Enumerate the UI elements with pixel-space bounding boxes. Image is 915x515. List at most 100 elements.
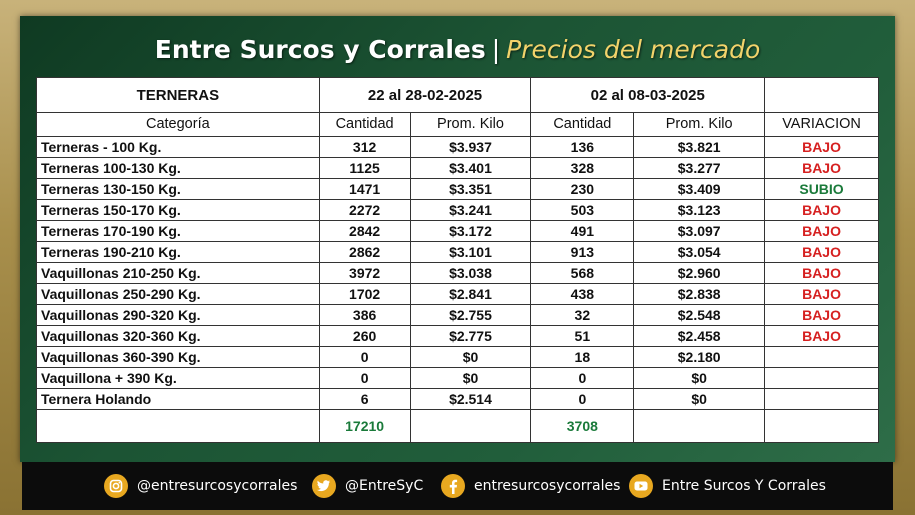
quantity-2-cell: 51 [530,325,635,347]
table-row: Vaquillonas 320-360 Kg. 260 $2.775 51 $2.458… [36,325,879,347]
social-twitter[interactable]: @EntreSyC [312,474,423,498]
table-row: Terneras 130-150 Kg. 1471 $3.351 230 $3.409 S… [36,178,879,200]
facebook-icon [441,474,465,498]
price-2-cell: $3.277 [633,157,766,179]
quantity-2-cell: 568 [530,262,635,284]
variation-cell [764,388,879,410]
period-2-header: 02 al 08-03-2025 [530,77,766,113]
totals-row: 17210 3708 [36,409,879,443]
price-1-cell: $3.172 [409,220,532,242]
price-table: TERNERAS 22 al 28-02-2025 02 al 08-03-20… [36,77,879,443]
title-main: Entre Surcos y Corrales [154,35,486,64]
quantity-2-cell: 230 [530,178,635,200]
quantity-1-cell: 386 [318,304,411,326]
col-header-price-2: Prom. Kilo [633,112,766,137]
price-1-cell: $0 [409,346,532,368]
price-2-cell: $3.821 [633,136,766,158]
quantity-2-cell: 491 [530,220,635,242]
variation-cell: SUBIO [764,178,879,200]
table-row: Vaquillona + 390 Kg. 0 $0 0 $0 [36,367,879,389]
empty-header-cell [764,77,879,113]
social-label: @EntreSyC [345,478,424,494]
price-1-cell: $2.755 [409,304,532,326]
social-facebook[interactable]: entresurcosycorrales [441,474,620,498]
quantity-1-cell: 1702 [318,283,411,305]
variation-cell: BAJO [764,157,879,179]
totals-empty-cell [633,409,766,443]
table-row: Vaquillonas 290-320 Kg. 386 $2.755 32 $2.548… [36,304,879,326]
price-2-cell: $2.960 [633,262,766,284]
social-youtube[interactable]: Entre Surcos Y Corrales [629,474,826,498]
category-cell: Vaquillonas 360-390 Kg. [36,346,320,368]
variation-cell [764,346,879,368]
quantity-2-cell: 0 [530,367,635,389]
totals-label-cell [36,409,320,443]
table-row: Vaquillonas 360-390 Kg. 0 $0 18 $2.180 [36,346,879,368]
price-2-cell: $2.838 [633,283,766,305]
table-row: Terneras 170-190 Kg. 2842 $3.172 491 $3.097 B… [36,220,879,242]
instagram-icon [104,474,128,498]
totals-empty-cell [409,409,532,443]
variation-cell: BAJO [764,136,879,158]
price-1-cell: $2.775 [409,325,532,347]
price-2-cell: $0 [633,388,766,410]
col-header-category: Categoría [36,112,320,137]
quantity-1-cell: 0 [318,346,411,368]
twitter-icon [312,474,336,498]
category-cell: Ternera Holando [36,388,320,410]
quantity-1-cell: 3972 [318,262,411,284]
quantity-1-cell: 1125 [318,157,411,179]
social-label: @entresurcosycorrales [137,478,298,494]
quantity-2-cell: 438 [530,283,635,305]
category-cell: Terneras 100-130 Kg. [36,157,320,179]
price-1-cell: $3.401 [409,157,532,179]
quantity-2-cell: 913 [530,241,635,263]
price-2-cell: $2.548 [633,304,766,326]
youtube-icon [629,474,653,498]
price-2-cell: $2.458 [633,325,766,347]
variation-cell [764,367,879,389]
category-cell: Terneras 170-190 Kg. [36,220,320,242]
price-2-cell: $2.180 [633,346,766,368]
col-header-price-1: Prom. Kilo [409,112,532,137]
quantity-2-cell: 136 [530,136,635,158]
table-row: Ternera Holando 6 $2.514 0 $0 [36,388,879,410]
variation-cell: BAJO [764,262,879,284]
variation-cell: BAJO [764,283,879,305]
quantity-1-cell: 2272 [318,199,411,221]
price-1-cell: $2.514 [409,388,532,410]
table-row: Vaquillonas 210-250 Kg. 3972 $3.038 568 $2.9… [36,262,879,284]
category-cell: Vaquillona + 390 Kg. [36,367,320,389]
variation-cell: BAJO [764,325,879,347]
page-title: Entre Surcos y Corrales | Precios del merc… [0,30,915,70]
title-separator: | [491,35,501,64]
price-2-cell: $3.097 [633,220,766,242]
col-header-variation: VARIACION [764,112,879,137]
category-cell: Terneras - 100 Kg. [36,136,320,158]
price-1-cell: $3.241 [409,199,532,221]
quantity-2-cell: 0 [530,388,635,410]
col-header-quantity-2: Cantidad [530,112,635,137]
social-label: entresurcosycorrales [474,478,621,494]
table-row: Terneras 150-170 Kg. 2272 $3.241 503 $3.123 B… [36,199,879,221]
price-1-cell: $3.038 [409,262,532,284]
quantity-1-cell: 1471 [318,178,411,200]
category-cell: Vaquillonas 320-360 Kg. [36,325,320,347]
social-instagram[interactable]: @entresurcosycorrales [104,474,297,498]
social-footer: @entresurcosycorrales @EntreSyC entresur… [22,462,893,510]
table-row: Terneras 100-130 Kg. 1125 $3.401 328 $3.277 B… [36,157,879,179]
variation-cell: BAJO [764,220,879,242]
quantity-2-cell: 32 [530,304,635,326]
quantity-2-cell: 18 [530,346,635,368]
variation-cell: BAJO [764,199,879,221]
price-2-cell: $3.409 [633,178,766,200]
table-header-columns: Categoría Cantidad Prom. Kilo Cantidad P… [36,112,879,137]
table-row: Vaquillonas 250-290 Kg. 1702 $2.841 438 $2.8… [36,283,879,305]
price-2-cell: $3.123 [633,199,766,221]
social-label: Entre Surcos Y Corrales [662,478,826,494]
period-1-header: 22 al 28-02-2025 [318,77,532,113]
category-cell: Terneras 150-170 Kg. [36,199,320,221]
price-1-cell: $3.937 [409,136,532,158]
price-2-cell: $3.054 [633,241,766,263]
quantity-1-cell: 312 [318,136,411,158]
